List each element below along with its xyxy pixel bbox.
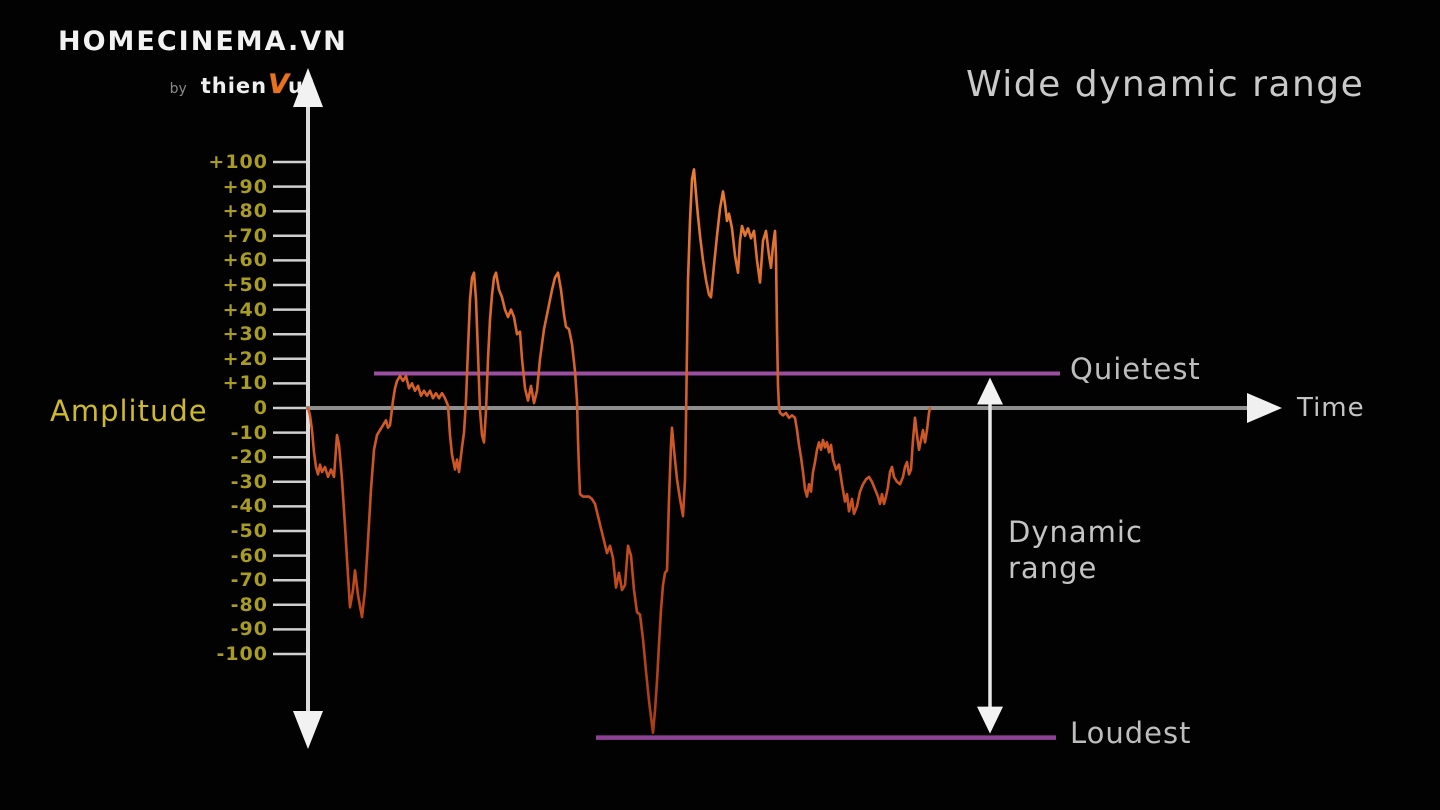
- y-tick-label: +20: [222, 347, 268, 370]
- loudest-label: Loudest: [1070, 716, 1192, 750]
- y-axis-up-arrowhead-icon: [293, 68, 323, 107]
- thienvu-v-logo: V: [268, 69, 290, 100]
- y-tick-label: -60: [230, 544, 268, 567]
- y-tick-label: +50: [222, 274, 268, 296]
- quietest-label: Quietest: [1070, 352, 1201, 386]
- brand-thien-text: thien: [200, 74, 268, 98]
- y-axis-title: Amplitude: [50, 394, 208, 428]
- dynamic-range-down-arrowhead-icon: [977, 706, 1003, 734]
- y-tick-label: +90: [222, 175, 268, 198]
- y-axis-down-arrowhead-icon: [293, 711, 323, 749]
- y-axis-tick-labels: +100 +90 +80 +70 +60 +50 +40 +30 +20 +10 0 -10 -20 -3…: [180, 0, 268, 810]
- dynamic-range-up-arrowhead-icon: [977, 377, 1003, 405]
- brand-title: HOMECINEMA.VN: [58, 26, 348, 57]
- x-axis-title: Time: [1297, 393, 1365, 423]
- y-tick-label: -70: [230, 569, 268, 592]
- x-axis-right-arrowhead-icon: [1247, 393, 1282, 423]
- brand-by-text: by: [169, 81, 187, 97]
- y-tick-label: +10: [222, 372, 268, 395]
- y-tick-label: -10: [230, 421, 268, 444]
- y-tick-label: -80: [230, 593, 268, 616]
- y-tick-label: +40: [222, 298, 268, 321]
- y-tick-label: +80: [222, 200, 268, 223]
- y-tick-label: -20: [230, 446, 268, 469]
- y-tick-label: -50: [230, 520, 268, 542]
- y-tick-label: +30: [222, 323, 268, 346]
- y-axis-ticks: [273, 160, 306, 656]
- dynamic-range-label: Dynamic range: [1008, 515, 1143, 585]
- y-tick-label: -100: [216, 643, 268, 665]
- y-tick-label: 0: [253, 397, 268, 419]
- y-tick-label: -30: [230, 470, 268, 493]
- y-tick-label: +100: [208, 151, 268, 173]
- y-tick-label: +60: [222, 249, 268, 272]
- y-tick-label: +70: [222, 224, 268, 247]
- y-tick-label: -90: [230, 618, 268, 641]
- y-tick-label: -40: [230, 495, 268, 518]
- slide-title: Wide dynamic range: [966, 64, 1365, 105]
- audio-waveform: [306, 168, 932, 735]
- dynamic-range-arrow: [977, 377, 1003, 734]
